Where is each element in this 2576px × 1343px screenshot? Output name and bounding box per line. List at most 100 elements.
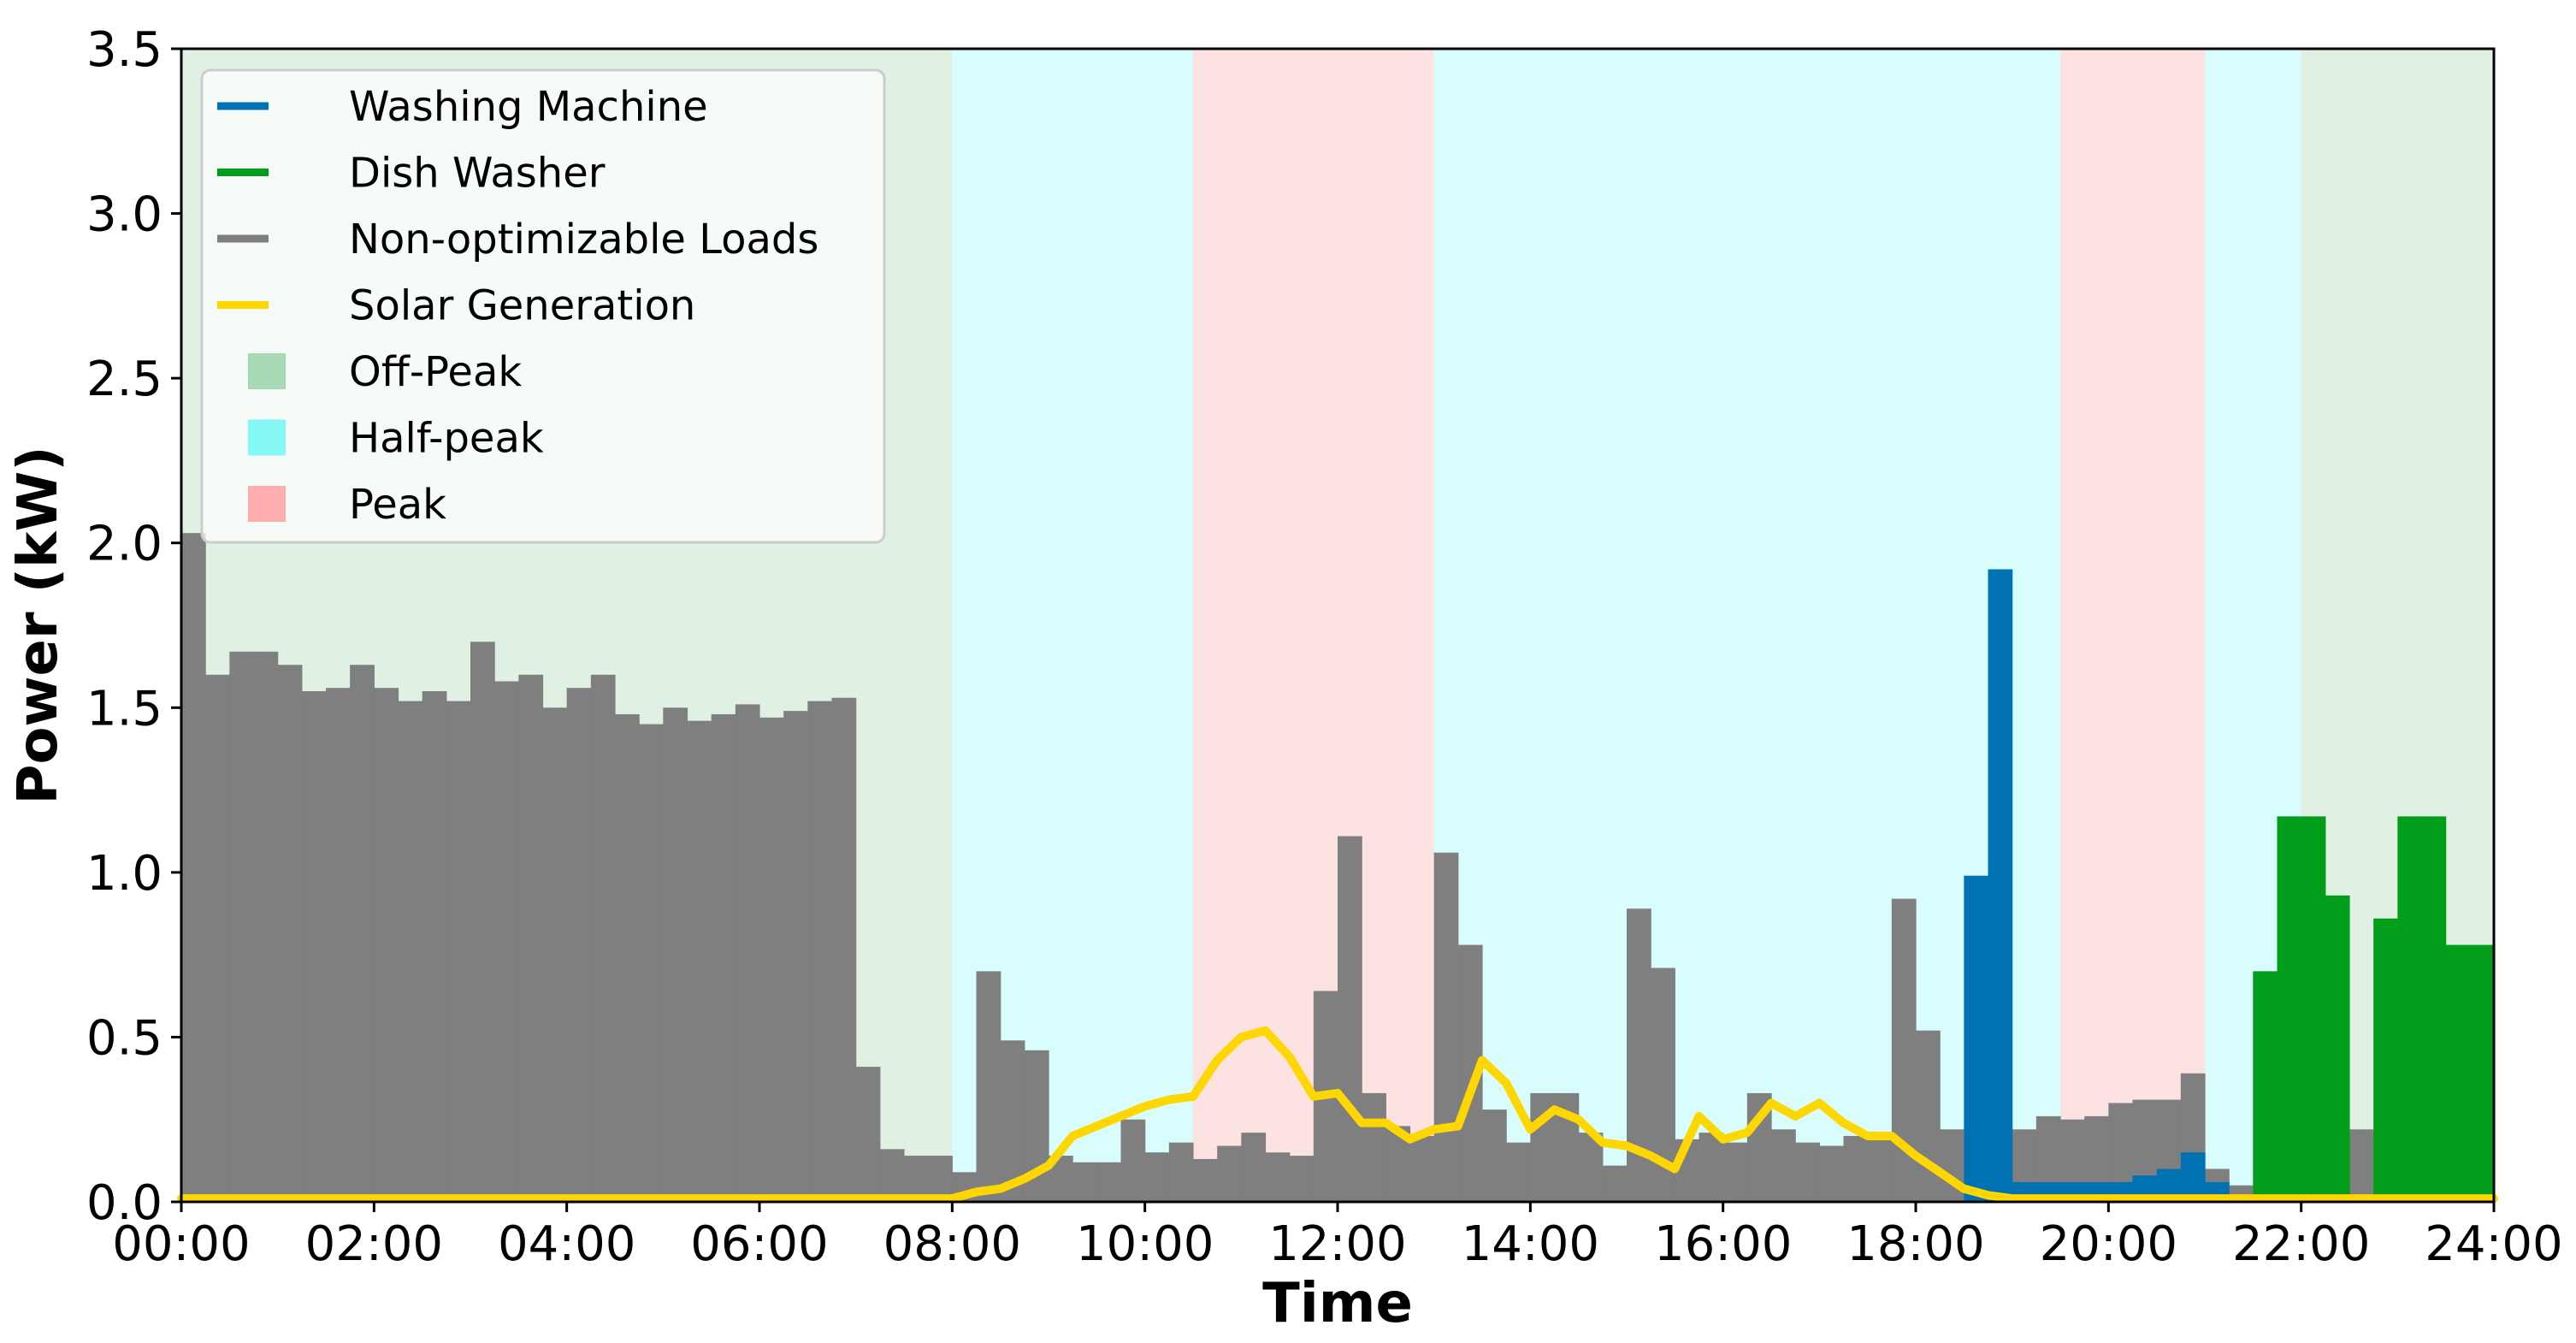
x-tick-label: 14:00 [1462, 1216, 1599, 1272]
bar-non-optimizable-loads [470, 642, 495, 1202]
x-tick-label: 04:00 [498, 1216, 635, 1272]
load-bars [181, 533, 2495, 1202]
bar-washing-machine [1988, 569, 2013, 1202]
bar-non-optimizable-loads [1819, 1145, 1845, 1202]
bar-non-optimizable-loads [205, 674, 230, 1202]
bar-non-optimizable-loads [422, 691, 447, 1202]
legend-frame [200, 68, 886, 544]
y-tick-label: 0.5 [86, 1010, 162, 1066]
x-axis: 00:00 02:00 04:00 06:00 08:00 10:00 12:00 14:00… [112, 1202, 2563, 1272]
legend-label: Peak [349, 481, 446, 529]
bar-dish-washer [2301, 816, 2326, 1202]
x-tick-label: 20:00 [2040, 1216, 2177, 1272]
y-tick-label: 2.0 [86, 517, 162, 572]
bar-dish-washer [2469, 944, 2495, 1202]
y-axis: 0.0 0.5 1.0 1.5 2.0 2.5 3.0 3.5 [86, 22, 181, 1231]
bar-non-optimizable-loads [735, 704, 760, 1202]
bar-non-optimizable-loads [518, 674, 544, 1202]
bar-dish-washer [2397, 816, 2423, 1202]
bar-non-optimizable-loads [904, 1156, 929, 1202]
legend: Washing Machine Dish Washer Non-optimizabl… [200, 68, 886, 544]
bar-non-optimizable-loads [1506, 1142, 1531, 1202]
bar-non-optimizable-loads [1409, 1135, 1435, 1202]
bar-non-optimizable-loads [1362, 1092, 1386, 1202]
bar-non-optimizable-loads [1096, 1162, 1122, 1202]
x-tick-label: 24:00 [2425, 1216, 2562, 1272]
bar-non-optimizable-loads [615, 713, 640, 1202]
y-tick-label: 1.5 [86, 681, 162, 737]
bar-non-optimizable-loads [1217, 1145, 1242, 1202]
bar-non-optimizable-loads [687, 720, 712, 1202]
bar-non-optimizable-loads [1168, 1142, 1194, 1202]
y-tick-label: 2.5 [86, 352, 162, 407]
bar-non-optimizable-loads [1795, 1142, 1820, 1202]
bar-non-optimizable-loads [879, 1149, 905, 1202]
y-tick-label: 3.0 [86, 187, 162, 243]
bar-non-optimizable-loads [326, 688, 351, 1202]
bar-non-optimizable-loads [398, 701, 423, 1202]
bar-dish-washer [2421, 816, 2447, 1202]
bar-non-optimizable-loads [783, 711, 808, 1202]
bar-non-optimizable-loads [1843, 1135, 1869, 1202]
bar-non-optimizable-loads [301, 691, 327, 1202]
solar-line [177, 1026, 2498, 1204]
bar-non-optimizable-loads [1699, 1133, 1724, 1202]
bar-non-optimizable-loads [494, 681, 519, 1202]
bar-non-optimizable-loads [1193, 1158, 1218, 1202]
line-solar-generation [177, 1026, 2498, 1204]
legend-label: Non-optimizable Loads [349, 216, 818, 263]
tariff-band-peak [1193, 49, 1434, 1202]
x-axis-title: Time [1262, 1272, 1413, 1335]
legend-label: Washing Machine [349, 83, 708, 131]
tariff-band-peak [2060, 49, 2205, 1202]
legend-patch-swatch [248, 419, 286, 456]
x-tick-label: 02:00 [305, 1216, 443, 1272]
x-tick-label: 16:00 [1654, 1216, 1792, 1272]
bar-non-optimizable-loads [181, 533, 206, 1202]
y-tick-label: 3.5 [86, 22, 162, 78]
bar-dish-washer [2445, 944, 2471, 1202]
bar-non-optimizable-loads [350, 665, 375, 1202]
bar-non-optimizable-loads [1916, 1030, 1941, 1202]
bar-non-optimizable-loads [542, 707, 568, 1202]
x-tick-label: 12:00 [1268, 1216, 1406, 1272]
legend-label: Half-peak [349, 415, 544, 463]
bar-non-optimizable-loads [1000, 1040, 1025, 1202]
bar-non-optimizable-loads [277, 665, 303, 1202]
bar-non-optimizable-loads [1120, 1119, 1146, 1202]
bar-non-optimizable-loads [663, 707, 688, 1202]
bar-non-optimizable-loads [1482, 1109, 1507, 1202]
bar-non-optimizable-loads [807, 701, 833, 1202]
bar-non-optimizable-loads [639, 724, 664, 1202]
bar-non-optimizable-loads [1771, 1129, 1796, 1202]
x-tick-label: 10:00 [1076, 1216, 1214, 1272]
x-tick-label: 00:00 [112, 1216, 250, 1272]
bar-non-optimizable-loads [759, 717, 784, 1202]
x-tick-label: 08:00 [883, 1216, 1021, 1272]
bar-non-optimizable-loads [1338, 836, 1362, 1202]
bar-non-optimizable-loads [1241, 1133, 1267, 1202]
bar-non-optimizable-loads [1072, 1162, 1097, 1202]
bar-non-optimizable-loads [831, 697, 857, 1202]
bar-non-optimizable-loads [1722, 1142, 1748, 1202]
x-tick-label: 18:00 [1846, 1216, 1984, 1272]
bar-dish-washer [2325, 895, 2350, 1202]
x-tick-label: 06:00 [690, 1216, 828, 1272]
y-tick-label: 1.0 [86, 846, 162, 902]
bar-non-optimizable-loads [1265, 1152, 1291, 1202]
bar-dish-washer [2253, 971, 2278, 1202]
bar-dish-washer [2277, 816, 2302, 1202]
y-axis-title: Power (kW) [7, 447, 70, 805]
bar-non-optimizable-loads [711, 713, 736, 1202]
bar-washing-machine [2180, 1152, 2206, 1202]
tariff-band-half [1433, 49, 2060, 1202]
legend-label: Dish Washer [349, 150, 606, 198]
bar-non-optimizable-loads [1289, 1156, 1315, 1202]
bar-non-optimizable-loads [590, 674, 616, 1202]
bar-non-optimizable-loads [253, 651, 279, 1202]
legend-label: Off-Peak [349, 348, 522, 396]
x-tick-label: 22:00 [2232, 1216, 2370, 1272]
bar-non-optimizable-loads [1867, 1139, 1893, 1202]
bar-non-optimizable-loads [446, 701, 471, 1202]
